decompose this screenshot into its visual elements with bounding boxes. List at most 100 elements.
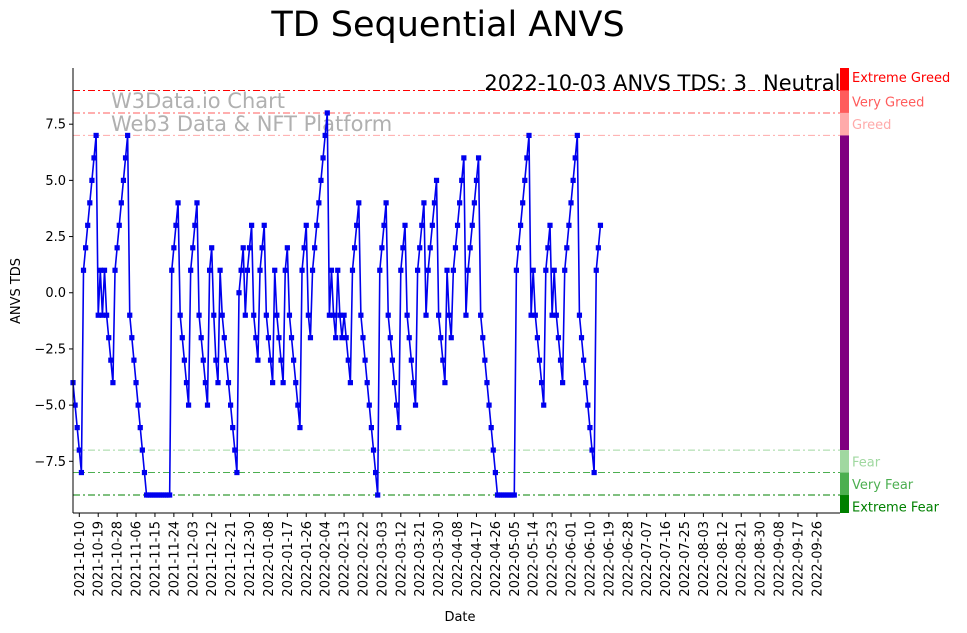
data-point — [101, 267, 108, 273]
x-tick-label: 2022-05-05 — [508, 521, 523, 597]
data-point — [181, 357, 187, 363]
data-point — [576, 312, 583, 318]
data-point — [597, 222, 604, 228]
x-axis-ticks: 2021-10-10 2021-10-19 2021-10-28 2021-11-06… — [73, 513, 825, 597]
data-point — [412, 402, 419, 408]
zone-color-bar — [840, 68, 849, 513]
data-point — [278, 357, 284, 363]
data-point — [381, 222, 387, 228]
data-point — [465, 267, 471, 273]
y-tick-label: −7.5 — [34, 455, 66, 470]
data-point — [532, 312, 538, 318]
data-point — [360, 335, 366, 341]
data-point — [566, 222, 572, 228]
data-point — [339, 335, 345, 341]
x-tick-label: 2022-08-30 — [754, 521, 769, 597]
zone-label-very-fear: Very Fear — [852, 478, 914, 493]
data-point — [438, 335, 444, 341]
data-point — [236, 290, 242, 296]
data-point — [562, 267, 568, 273]
data-point — [255, 357, 261, 363]
data-point — [570, 177, 576, 183]
data-point — [394, 402, 400, 408]
x-tick-label: 2021-10-28 — [111, 521, 126, 597]
data-point — [179, 335, 185, 341]
data-point — [330, 312, 337, 318]
data-point — [345, 357, 351, 363]
data-point — [358, 312, 364, 318]
data-point — [320, 155, 326, 161]
data-point — [202, 380, 208, 386]
data-point — [492, 469, 498, 476]
x-tick-label: 2022-04-26 — [489, 521, 504, 597]
x-tick-label: 2021-10-19 — [92, 521, 107, 597]
x-tick-label: 2022-09-08 — [773, 521, 788, 597]
data-point — [429, 222, 435, 228]
data-point — [328, 267, 335, 273]
data-point — [206, 267, 213, 273]
data-point — [587, 425, 593, 431]
x-tick-label: 2022-03-03 — [375, 521, 390, 597]
data-point — [282, 267, 288, 273]
x-tick-label: 2022-07-07 — [640, 521, 655, 597]
data-point — [221, 335, 227, 341]
data-point — [488, 425, 494, 431]
data-point — [343, 335, 349, 341]
data-point — [259, 245, 265, 251]
y-axis-ticks: −7.5 −5.0 −2.5 0.0 2.5 5.0 7.5 — [34, 118, 73, 470]
data-point — [444, 267, 450, 273]
x-tick-label: 2021-10-10 — [73, 521, 88, 597]
data-point — [301, 245, 307, 251]
data-point — [362, 357, 368, 363]
data-point — [547, 222, 553, 228]
data-point — [578, 335, 585, 341]
data-point — [349, 267, 356, 273]
watermark-line-2: Web3 Data & NFT Platform — [111, 112, 392, 136]
x-tick-label: 2022-07-16 — [659, 521, 674, 597]
latest-value-annotation: 2022-10-03 ANVS TDS: 3 — [484, 71, 747, 95]
data-point — [177, 312, 183, 318]
data-point — [95, 312, 101, 318]
data-point — [421, 200, 427, 206]
zone-label-very-greed: Very Greed — [852, 96, 924, 111]
y-tick-label: −5.0 — [34, 399, 66, 414]
data-point — [486, 402, 492, 408]
x-tick-label: 2021-11-24 — [167, 521, 182, 597]
data-point — [436, 312, 442, 318]
data-point — [536, 357, 543, 363]
data-point — [108, 357, 114, 363]
data-point — [389, 357, 396, 363]
data-point — [522, 177, 528, 183]
x-tick-label: 2022-06-28 — [621, 521, 636, 597]
data-point — [200, 357, 206, 363]
data-point — [127, 312, 133, 318]
latest-status-label: Neutral — [763, 71, 841, 95]
x-tick-label: 2022-02-13 — [338, 521, 353, 597]
data-point — [415, 267, 421, 273]
data-point — [463, 312, 469, 318]
data-point — [408, 357, 414, 363]
x-tick-label: 2022-06-01 — [565, 521, 580, 597]
data-point — [297, 425, 303, 431]
data-point — [517, 222, 524, 228]
data-point — [387, 335, 393, 341]
data-point — [549, 312, 555, 318]
data-point — [209, 245, 215, 251]
data-point — [543, 267, 549, 273]
zone-bar-greed — [840, 112, 849, 136]
data-point — [591, 469, 597, 476]
data-point — [404, 312, 410, 318]
data-point — [261, 222, 267, 228]
data-point — [76, 447, 82, 453]
zone-labels: Extreme Greed Very Greed Greed Fear Very Fea… — [852, 71, 950, 515]
data-point — [471, 200, 477, 206]
data-point — [553, 312, 559, 318]
data-point — [557, 357, 564, 363]
data-point — [284, 245, 290, 251]
x-tick-label: 2022-03-12 — [394, 521, 409, 597]
data-point — [326, 312, 332, 318]
data-point — [482, 357, 488, 363]
data-point — [295, 402, 301, 408]
y-tick-label: 7.5 — [45, 118, 66, 133]
x-tick-label: 2022-01-26 — [300, 521, 315, 597]
